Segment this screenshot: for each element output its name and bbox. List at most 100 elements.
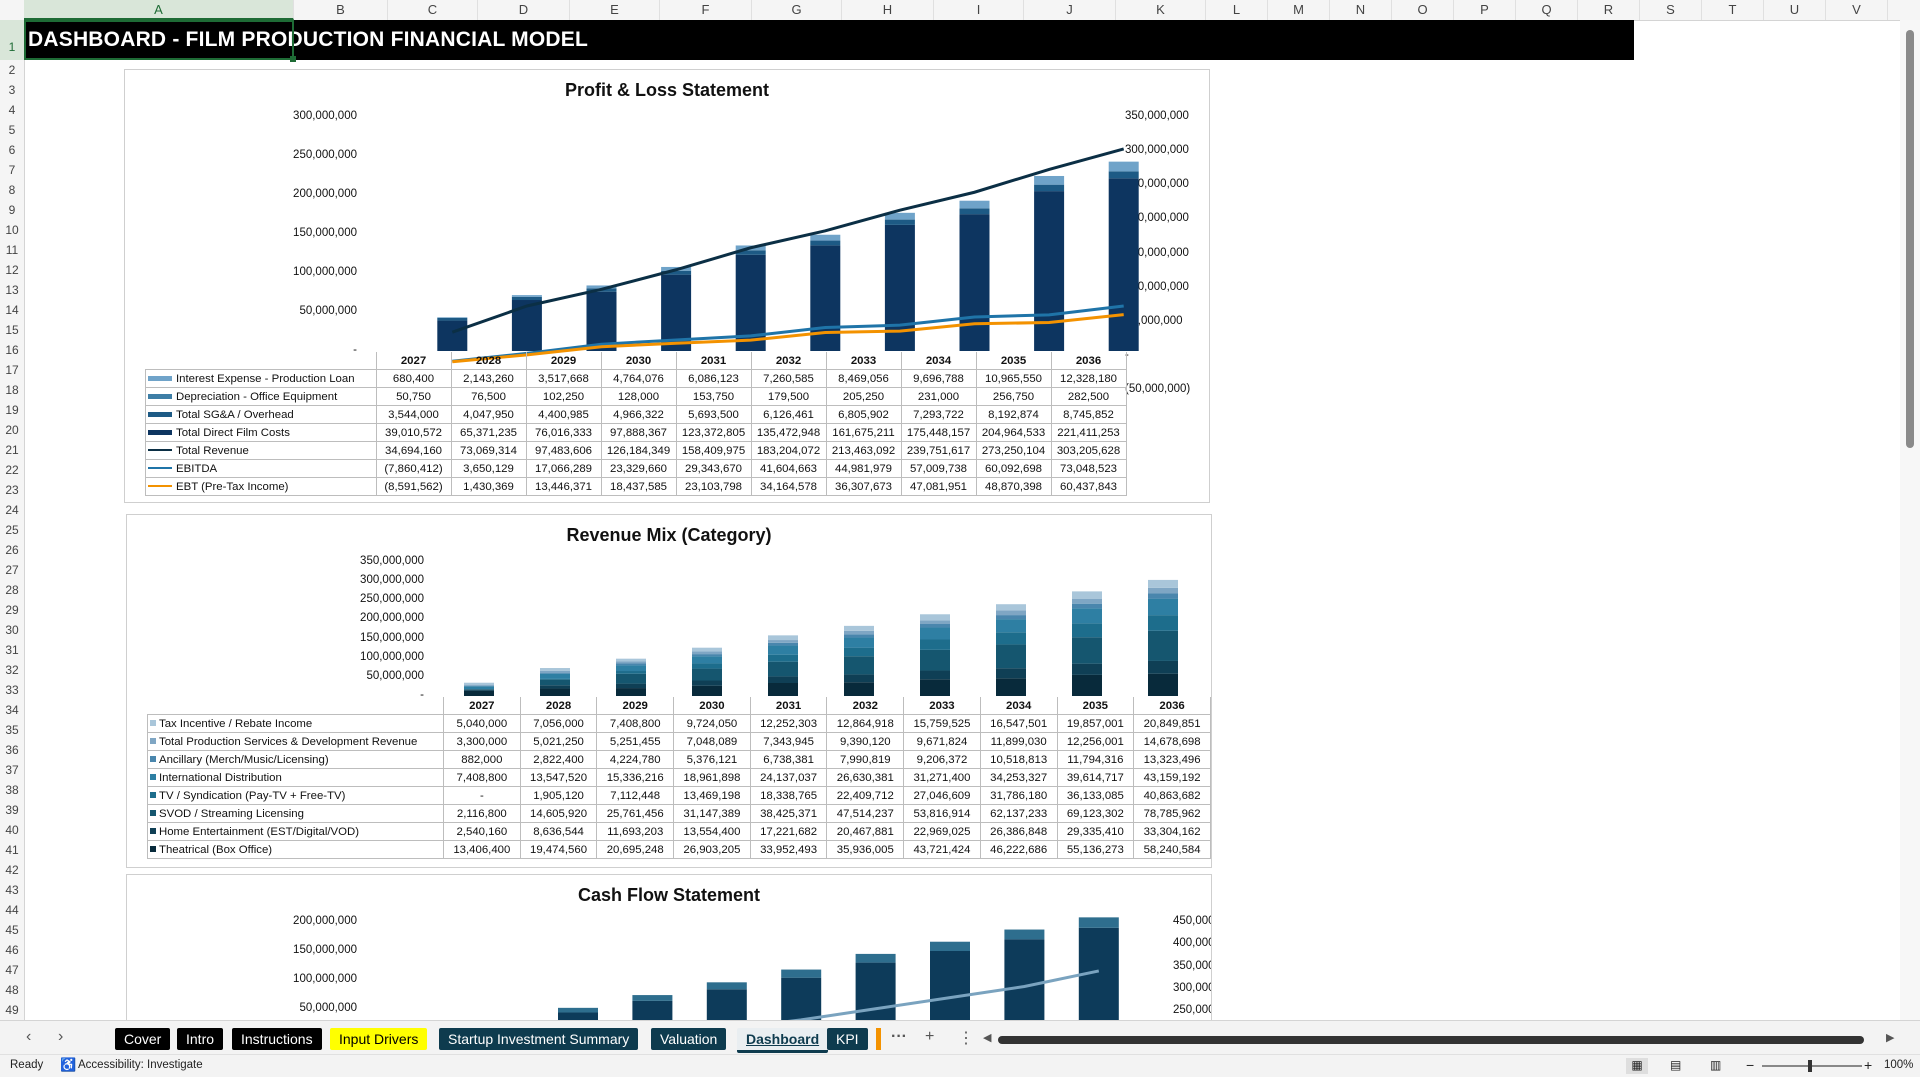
row-header-31[interactable]: 31 (0, 640, 24, 660)
row-header-7[interactable]: 7 (0, 160, 24, 180)
sheet-tab-valuation[interactable]: Valuation (651, 1028, 726, 1050)
vertical-scrollbar-thumb[interactable] (1906, 30, 1914, 448)
column-header-s[interactable]: S (1640, 0, 1702, 20)
row-header-11[interactable]: 11 (0, 240, 24, 260)
sheet-options-button[interactable]: ⋮ (958, 1028, 974, 1048)
row-header-49[interactable]: 49 (0, 1000, 24, 1020)
row-header-8[interactable]: 8 (0, 180, 24, 200)
row-header-36[interactable]: 36 (0, 740, 24, 760)
row-header-46[interactable]: 46 (0, 940, 24, 960)
row-header-24[interactable]: 24 (0, 500, 24, 520)
sheet-tab-intro[interactable]: Intro (177, 1028, 223, 1050)
sheet-tab-dashboard[interactable]: Dashboard (737, 1028, 828, 1053)
sheet-tab-partial[interactable] (876, 1028, 881, 1050)
row-header-30[interactable]: 30 (0, 620, 24, 640)
column-header-j[interactable]: J (1024, 0, 1116, 20)
tab-scroll-prev-button[interactable]: ‹ (26, 1028, 31, 1046)
column-header-n[interactable]: N (1330, 0, 1392, 20)
zoom-slider[interactable] (1762, 1065, 1862, 1067)
column-header-e[interactable]: E (570, 0, 660, 20)
row-header-10[interactable]: 10 (0, 220, 24, 240)
row-header-5[interactable]: 5 (0, 120, 24, 140)
sheet-tab-input-drivers[interactable]: Input Drivers (330, 1028, 427, 1050)
row-header-13[interactable]: 13 (0, 280, 24, 300)
column-header-b[interactable]: B (294, 0, 388, 20)
column-header-d[interactable]: D (478, 0, 570, 20)
row-header-35[interactable]: 35 (0, 720, 24, 740)
column-header-a[interactable]: A (24, 0, 294, 20)
row-header-14[interactable]: 14 (0, 300, 24, 320)
row-header-18[interactable]: 18 (0, 380, 24, 400)
page-break-preview-icon[interactable]: ▥ (1710, 1058, 1721, 1072)
row-header-19[interactable]: 19 (0, 400, 24, 420)
row-header-6[interactable]: 6 (0, 140, 24, 160)
column-header-h[interactable]: H (842, 0, 934, 20)
normal-view-icon[interactable]: ▦ (1626, 1058, 1648, 1074)
sheet-tab-instructions[interactable]: Instructions (232, 1028, 322, 1050)
row-header-4[interactable]: 4 (0, 100, 24, 120)
row-header-41[interactable]: 41 (0, 840, 24, 860)
row-header-32[interactable]: 32 (0, 660, 24, 680)
row-header-17[interactable]: 17 (0, 360, 24, 380)
tab-scroll-next-button[interactable]: › (58, 1028, 63, 1046)
row-header-29[interactable]: 29 (0, 600, 24, 620)
row-header-2[interactable]: 2 (0, 60, 24, 80)
row-header-43[interactable]: 43 (0, 880, 24, 900)
row-header-22[interactable]: 22 (0, 460, 24, 480)
zoom-slider-thumb[interactable] (1808, 1060, 1812, 1072)
zoom-level[interactable]: 100% (1884, 1059, 1913, 1071)
column-header-i[interactable]: I (934, 0, 1024, 20)
sheet-tab-startup-investment-summary[interactable]: Startup Investment Summary (439, 1028, 638, 1050)
row-header-39[interactable]: 39 (0, 800, 24, 820)
row-header-15[interactable]: 15 (0, 320, 24, 340)
column-header-u[interactable]: U (1764, 0, 1826, 20)
row-header-48[interactable]: 48 (0, 980, 24, 1000)
more-sheets-button[interactable]: ··· (891, 1028, 907, 1046)
sheet-tab-kpi[interactable]: KPI (827, 1028, 868, 1050)
row-header-26[interactable]: 26 (0, 540, 24, 560)
row-header-34[interactable]: 34 (0, 700, 24, 720)
row-header-27[interactable]: 27 (0, 560, 24, 580)
hscroll-right-arrow[interactable]: ▶ (1886, 1031, 1894, 1044)
accessibility-icon[interactable]: ♿ (60, 1057, 76, 1073)
column-header-m[interactable]: M (1268, 0, 1330, 20)
column-header-l[interactable]: L (1206, 0, 1268, 20)
row-header-28[interactable]: 28 (0, 580, 24, 600)
zoom-in-button[interactable]: + (1864, 1057, 1872, 1073)
accessibility-status[interactable]: Accessibility: Investigate (78, 1059, 203, 1071)
column-header-q[interactable]: Q (1516, 0, 1578, 20)
column-header-t[interactable]: T (1702, 0, 1764, 20)
row-header-40[interactable]: 40 (0, 820, 24, 840)
column-header-r[interactable]: R (1578, 0, 1640, 20)
row-header-38[interactable]: 38 (0, 780, 24, 800)
add-sheet-button[interactable]: + (925, 1028, 934, 1046)
hscroll-left-arrow[interactable]: ◀ (983, 1031, 991, 1044)
row-header-42[interactable]: 42 (0, 860, 24, 880)
sheet-tab-cover[interactable]: Cover (115, 1028, 170, 1050)
row-header-9[interactable]: 9 (0, 200, 24, 220)
row-header-3[interactable]: 3 (0, 80, 24, 100)
column-header-p[interactable]: P (1454, 0, 1516, 20)
active-cell-a1[interactable] (24, 20, 294, 60)
row-header-16[interactable]: 16 (0, 340, 24, 360)
column-header-g[interactable]: G (752, 0, 842, 20)
column-header-c[interactable]: C (388, 0, 478, 20)
row-header-33[interactable]: 33 (0, 680, 24, 700)
column-header-o[interactable]: O (1392, 0, 1454, 20)
row-header-23[interactable]: 23 (0, 480, 24, 500)
row-header-45[interactable]: 45 (0, 920, 24, 940)
row-header-12[interactable]: 12 (0, 260, 24, 280)
row-header-47[interactable]: 47 (0, 960, 24, 980)
column-header-k[interactable]: K (1116, 0, 1206, 20)
row-header-37[interactable]: 37 (0, 760, 24, 780)
page-layout-view-icon[interactable]: ▤ (1670, 1058, 1681, 1072)
row-header-20[interactable]: 20 (0, 420, 24, 440)
row-header-44[interactable]: 44 (0, 900, 24, 920)
row-header-21[interactable]: 21 (0, 440, 24, 460)
horizontal-scrollbar-thumb[interactable] (998, 1036, 1864, 1044)
column-header-v[interactable]: V (1826, 0, 1888, 20)
zoom-out-button[interactable]: − (1746, 1057, 1754, 1073)
